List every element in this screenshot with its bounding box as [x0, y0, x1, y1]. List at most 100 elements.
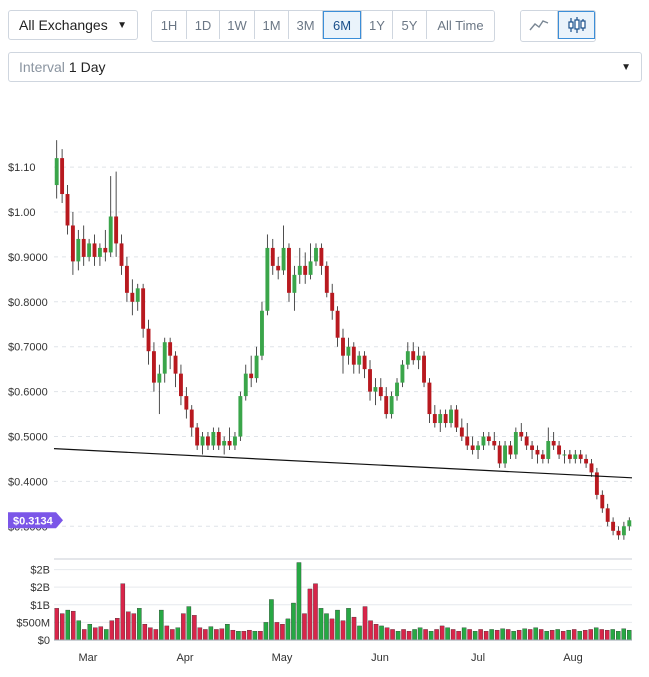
- candle-body: [600, 494, 605, 509]
- range-6m-button[interactable]: 6M: [323, 11, 362, 39]
- candle-body: [389, 396, 394, 415]
- candle-body: [70, 225, 75, 262]
- volume-bar: [467, 629, 472, 641]
- candle-body: [562, 454, 567, 456]
- candle-body: [476, 445, 480, 450]
- range-1w-button[interactable]: 1W: [220, 11, 255, 39]
- candle-body: [513, 432, 518, 455]
- candle-body: [470, 445, 475, 450]
- volume-bar: [351, 616, 357, 641]
- range-1m-button[interactable]: 1M: [255, 11, 289, 39]
- candle-body: [373, 387, 378, 392]
- candle-body: [308, 261, 313, 275]
- y-tick-label: $0.4000: [8, 476, 48, 488]
- candle-body: [87, 243, 92, 257]
- candle-body: [384, 396, 389, 415]
- candle-body: [227, 440, 232, 446]
- volume-bar: [313, 583, 318, 641]
- volume-tick-label: $0: [38, 635, 50, 647]
- candle-body: [216, 432, 221, 446]
- candlestick-chart-icon: [567, 17, 586, 33]
- candle-body: [416, 355, 421, 361]
- volume-bar: [329, 618, 335, 641]
- volume-bar: [549, 629, 555, 641]
- volume-bar: [98, 626, 104, 641]
- candle-body: [211, 432, 216, 446]
- volume-bar: [197, 627, 203, 641]
- time-range-group: 1H 1D 1W 1M 3M 6M 1Y 5Y All Time: [151, 10, 495, 42]
- candle-body: [605, 508, 610, 522]
- volume-bar: [131, 613, 137, 641]
- volume-bar: [577, 631, 582, 641]
- line-chart-button[interactable]: [521, 11, 558, 39]
- volume-bar: [252, 631, 258, 641]
- volume-bar: [483, 631, 489, 641]
- candle-body: [530, 445, 535, 450]
- candle-body: [459, 427, 464, 437]
- candle-body: [627, 520, 632, 527]
- candle-body: [314, 247, 318, 262]
- chevron-down-icon: ▼: [117, 19, 127, 31]
- x-tick-label: Mar: [79, 652, 98, 664]
- volume-bar: [307, 588, 313, 641]
- candle-body: [324, 265, 329, 293]
- volume-bar: [104, 629, 109, 641]
- range-5y-button[interactable]: 5Y: [393, 11, 427, 39]
- volume-bar: [505, 629, 511, 641]
- candle-body: [616, 530, 621, 536]
- volume-bar: [500, 628, 505, 641]
- volume-bar: [181, 613, 186, 641]
- candle-body: [135, 288, 140, 302]
- volume-bar: [478, 629, 483, 641]
- interval-dropdown[interactable]: Interval 1 Day ▼: [8, 52, 642, 82]
- exchange-dropdown[interactable]: All Exchanges ▼: [8, 10, 138, 40]
- candle-body: [141, 288, 146, 329]
- candle-body: [621, 526, 626, 536]
- candle-body: [454, 409, 459, 428]
- exchange-label: All Exchanges: [19, 17, 108, 33]
- volume-bar: [54, 608, 59, 641]
- range-1d-button[interactable]: 1D: [187, 11, 220, 39]
- candle-body: [54, 158, 59, 186]
- volume-bar: [236, 631, 241, 641]
- candle-body: [524, 436, 529, 446]
- candle-body: [260, 310, 264, 356]
- candle-body: [378, 387, 383, 397]
- candle-body: [535, 449, 540, 455]
- volume-bar: [527, 629, 533, 641]
- volume-bar: [582, 629, 588, 641]
- x-tick-label: Apr: [176, 652, 193, 664]
- candle-body: [368, 369, 372, 392]
- candle-body: [449, 409, 453, 424]
- candle-body: [287, 247, 291, 293]
- y-tick-label: $0.5000: [8, 432, 48, 444]
- candle-body: [168, 342, 173, 356]
- range-all-time-button[interactable]: All Time: [427, 11, 494, 39]
- range-3m-button[interactable]: 3M: [289, 11, 323, 39]
- volume-bar: [627, 629, 632, 641]
- volume-bar: [120, 583, 126, 641]
- candle-body: [546, 440, 551, 459]
- candle-body: [65, 194, 70, 226]
- volume-bar: [604, 629, 610, 641]
- volume-bar: [412, 629, 417, 641]
- candle-body: [481, 436, 486, 446]
- candle-body: [346, 346, 351, 356]
- candle-body: [206, 436, 210, 446]
- candle-body: [254, 355, 259, 379]
- candle-body: [76, 238, 81, 262]
- candle-body: [281, 247, 286, 271]
- candle-body: [238, 396, 243, 437]
- range-1y-button[interactable]: 1Y: [362, 11, 393, 39]
- x-tick-label: May: [272, 652, 293, 664]
- candle-body: [222, 440, 227, 446]
- volume-bar: [599, 629, 604, 641]
- candlestick-chart-button[interactable]: [558, 11, 595, 39]
- range-1h-button[interactable]: 1H: [152, 11, 187, 39]
- y-tick-label: $0.7000: [8, 342, 48, 354]
- volume-bar: [511, 631, 516, 641]
- candle-body: [189, 409, 194, 428]
- candle-body: [292, 274, 297, 293]
- candle-body: [97, 247, 102, 257]
